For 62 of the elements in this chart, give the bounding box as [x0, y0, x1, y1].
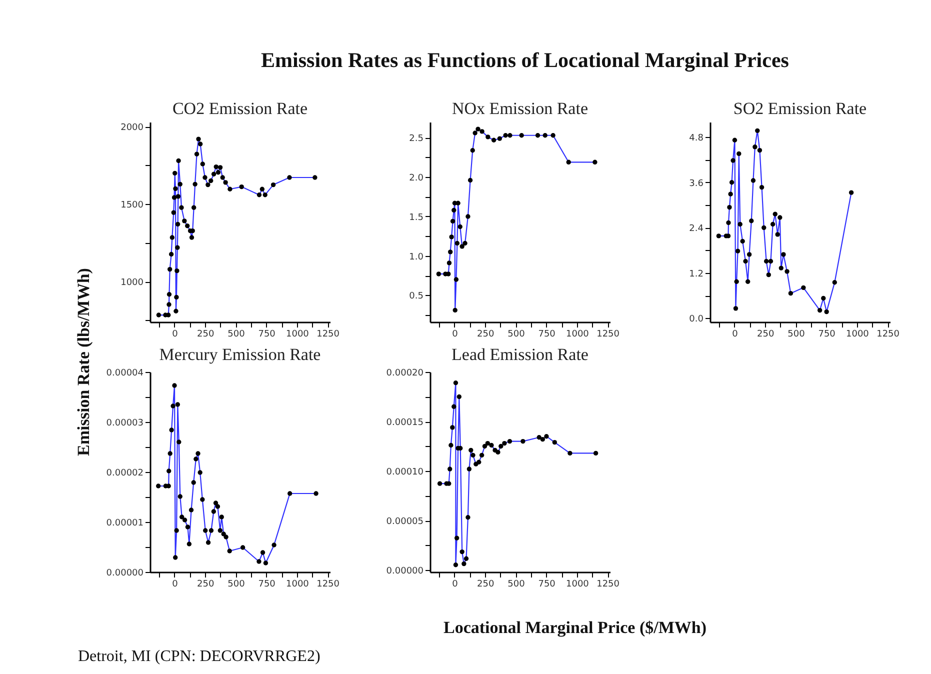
x-tick-label: 0	[172, 330, 178, 340]
chart-title: Mercury Emission Rate	[159, 345, 321, 364]
x-tick-label: 500	[228, 580, 246, 590]
x-tick-label: 1000	[566, 330, 590, 340]
x-tick-label: 1000	[566, 580, 590, 590]
x-tick-label: 750	[538, 580, 556, 590]
x-tick-label: 1000	[286, 580, 310, 590]
y-tick-label: 1.5	[409, 212, 424, 223]
y-tick-label: 0.00000	[386, 566, 424, 577]
x-tick-label: 250	[477, 330, 494, 340]
chart-title: CO2 Emission Rate	[172, 99, 308, 118]
x-tick-label: 750	[818, 330, 836, 340]
x-tick-label: 1250	[316, 580, 340, 590]
chart-title: NOx Emission Rate	[452, 99, 588, 118]
chart-title: SO2 Emission Rate	[733, 99, 867, 118]
x-tick-label: 0	[452, 330, 458, 340]
x-tick-label: 250	[477, 580, 494, 590]
y-tick-label: 1.0	[409, 252, 424, 262]
text: Detroit, MI (CPN: DECORVRRGE2)	[78, 648, 320, 666]
y-tick-label: 2000	[120, 123, 144, 134]
x-tick-label: 500	[788, 330, 806, 340]
y-tick-label: 3.6	[689, 178, 704, 189]
y-tick-label: 0.00000	[106, 568, 144, 578]
x-tick-label: 0	[452, 580, 458, 590]
chart-title: Lead Emission Rate	[452, 345, 588, 364]
x-tick-label: 1250	[596, 580, 620, 590]
x-tick-label: 500	[508, 330, 526, 340]
y-tick-label: 0.00005	[386, 517, 424, 528]
x-tick-label: 0	[732, 330, 738, 340]
x-tick-label: 1000	[286, 330, 310, 340]
x-tick-label: 1000	[846, 330, 870, 340]
y-tick-label: 2.4	[689, 224, 704, 234]
text: Emission Rate (lbs/MWh)	[74, 268, 94, 456]
y-tick-label: 0.00001	[106, 518, 144, 528]
text: Locational Marginal Price ($/MWh)	[444, 618, 706, 638]
x-tick-label: 750	[538, 330, 556, 340]
y-tick-label: 0.5	[409, 292, 424, 302]
y-tick-label: 2.0	[409, 174, 424, 184]
x-tick-label: 0	[172, 580, 178, 590]
y-tick-label: 0.00020	[386, 368, 424, 378]
y-tick-label: 0.00015	[386, 418, 424, 428]
y-tick-label: 4.8	[689, 134, 704, 144]
x-tick-label: 750	[258, 580, 276, 590]
y-tick-label: 0.00003	[106, 418, 144, 428]
x-tick-label: 750	[258, 330, 276, 340]
y-tick-label: 1500	[120, 200, 144, 211]
x-tick-label: 250	[197, 580, 214, 590]
y-tick-label: 2.5	[409, 134, 424, 144]
y-tick-label: 1000	[120, 278, 144, 288]
x-tick-label: 250	[757, 330, 774, 340]
y-tick-label: 0.00004	[106, 368, 144, 378]
y-tick-label: 0.0	[689, 314, 704, 325]
x-tick-label: 1250	[596, 330, 620, 340]
x-tick-label: 500	[508, 580, 526, 590]
x-tick-label: 1250	[876, 330, 900, 340]
y-tick-label: 1.2	[689, 269, 704, 280]
text: Emission Rates as Functions of Locational Marginal Prices	[260, 48, 790, 73]
x-tick-label: 1250	[316, 330, 340, 340]
x-tick-label: 500	[228, 330, 246, 340]
y-tick-label: 0.00010	[386, 468, 424, 478]
x-tick-label: 250	[197, 330, 214, 340]
y-tick-label: 0.00002	[106, 468, 144, 478]
